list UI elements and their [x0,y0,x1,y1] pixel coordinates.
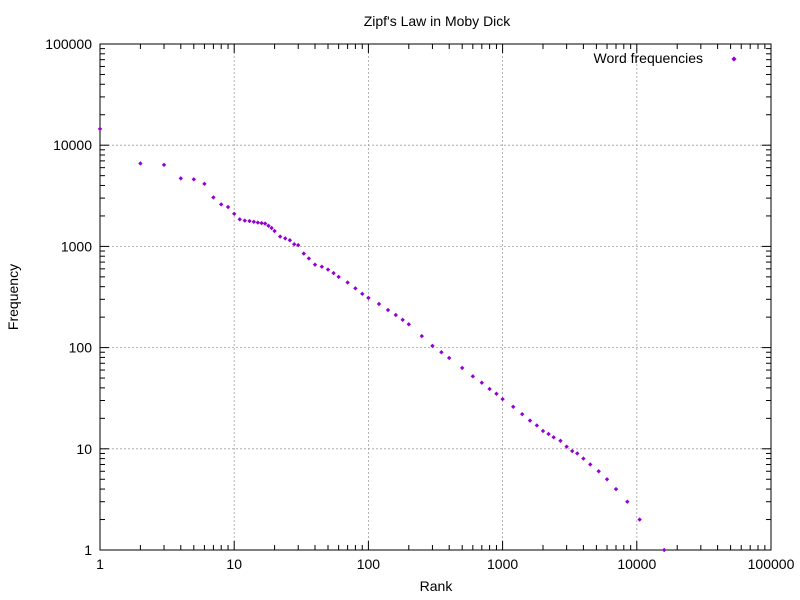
data-point [385,307,391,313]
data-point [296,242,301,248]
data-point [494,391,499,396]
y-tick-label: 10 [76,441,92,457]
data-point [470,374,476,379]
grid-lines [100,44,771,550]
data-point [259,220,264,226]
data-point [540,428,546,434]
data-point [242,218,248,223]
data-point [569,448,575,454]
y-tick-label: 100 [69,340,93,356]
data-point [439,350,444,355]
x-tick-label: 10000 [617,556,656,572]
data-point [446,355,452,361]
data-point [637,517,642,522]
data-point [575,451,580,456]
data-point [511,404,516,410]
data-point [266,223,271,228]
data-point [138,161,143,166]
data-point [269,225,274,231]
data-point [353,286,358,291]
data-point [551,435,556,440]
data-point [500,396,505,402]
x-tick-label: 10 [226,556,242,572]
data-point [564,444,569,449]
data-point [272,228,277,234]
data-point [376,301,382,307]
data-point [325,267,331,272]
data-point [283,236,288,241]
data-point [534,423,540,428]
x-tick-label: 1 [96,556,104,572]
x-axis-label: Rank [420,578,454,594]
data-point [520,411,525,417]
y-axis-label: Frequency [5,264,21,330]
data-point [400,317,405,323]
chart-title: Zipf's Law in Moby Dick [364,13,512,29]
data-point [161,162,167,168]
data-point [312,262,318,267]
data-point [588,462,593,467]
data-point [393,312,398,318]
y-tick-labels: 1 10 100 1000 10000 100000 [45,36,92,558]
data-point [596,469,601,474]
data-point [202,181,207,187]
data-point [366,295,371,301]
y-tick-label: 1 [84,542,92,558]
data-point [625,499,630,504]
data-points [97,126,667,553]
x-tick-label: 100000 [748,556,795,572]
data-point [406,322,411,327]
data-point [301,251,306,256]
plot-frame [99,43,772,551]
data-point [360,291,365,297]
data-point [255,220,261,225]
data-point [558,438,563,443]
data-point [277,234,283,239]
data-point [430,343,435,349]
data-point [419,333,425,339]
data-point [479,380,485,385]
y-tick-label: 1000 [61,238,92,254]
data-point [225,204,231,210]
data-point [661,547,667,553]
data-point [191,177,197,182]
x-tick-label: 100 [357,556,381,572]
legend-marker [731,56,737,62]
data-point [487,386,492,392]
data-point [460,365,465,371]
data-point [581,456,586,461]
data-point [251,219,257,225]
data-point [97,126,103,132]
data-point [306,256,312,261]
data-point [336,274,341,280]
x-tick-label: 1000 [487,556,518,572]
y-tick-label: 10000 [53,137,92,153]
legend-label: Word frequencies [594,50,703,66]
x-tick-labels: 1 10 100 1000 10000 100000 [96,556,794,572]
data-point [218,202,224,207]
y-tick-label: 100000 [45,36,92,52]
axis-ticks [99,43,772,551]
data-point [237,217,242,222]
data-point [319,264,325,269]
data-point [211,195,216,200]
data-point [247,218,252,224]
data-point [613,486,619,492]
data-point [232,211,237,216]
data-point [546,431,551,437]
data-point [604,477,610,482]
data-point [345,280,350,285]
data-point [292,242,297,247]
data-point [527,418,533,423]
data-point [331,270,336,276]
data-point [178,176,183,181]
data-point [287,238,293,243]
data-point [262,221,268,226]
